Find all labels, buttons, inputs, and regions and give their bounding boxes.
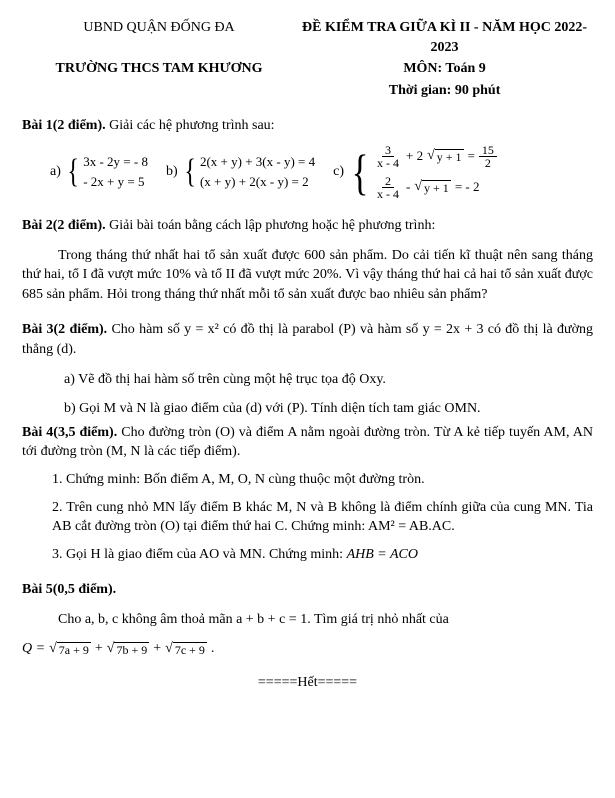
- bai3-a: a) Vẽ đồ thị hai hàm số trên cùng một hệ…: [22, 370, 593, 390]
- bai1-a: a) { 3x - 2y = - 8 - 2x + y = 5: [50, 153, 148, 191]
- bai5-lead: Cho a, b, c không âm thoả mãn a + b + c …: [22, 610, 593, 630]
- frac: 2 x - 4: [374, 175, 402, 200]
- bai1-b-eq1: 2(x + y) + 3(x - y) = 4: [200, 153, 315, 171]
- bai4-list: 1. Chứng minh: Bốn điểm A, M, O, N cùng …: [22, 470, 593, 564]
- bai2: Bài 2(2 điểm). Giải bài toán bằng cách l…: [22, 216, 593, 304]
- text: -: [406, 178, 410, 196]
- duration: Thời gian: 90 phút: [296, 81, 593, 101]
- bai1-a-eq2: - 2x + y = 5: [83, 173, 148, 191]
- bai2-title: Bài 2(2 điểm).: [22, 218, 106, 233]
- sqrt: √7a + 9: [49, 642, 91, 657]
- text: + 2: [406, 147, 423, 165]
- bai5-expr: Q = √7a + 9 + √7b + 9 + √7c + 9 .: [22, 639, 593, 659]
- radicand: y + 1: [435, 149, 464, 164]
- header-row-3: Thời gian: 90 phút: [22, 81, 593, 101]
- bai1-b: b) { 2(x + y) + 3(x - y) = 4 (x + y) + 2…: [166, 153, 315, 191]
- footer: =====Hết=====: [22, 673, 593, 693]
- radical-icon: √: [414, 180, 422, 194]
- header-row-2: TRƯỜNG THCS TAM KHƯƠNG MÔN: Toán 9: [22, 59, 593, 79]
- bai4-title: Bài 4(3,5 điểm).: [22, 425, 117, 440]
- bai1-c-system: 3 x - 4 + 2 √y + 1 = 15 2 2 x - 4: [374, 144, 497, 200]
- bai5-q: Q =: [22, 639, 45, 659]
- bai1-a-label: a): [50, 162, 61, 182]
- text: =: [468, 147, 475, 165]
- radicand: 7a + 9: [57, 642, 91, 657]
- bai1-systems: a) { 3x - 2y = - 8 - 2x + y = 5 b) { 2(x…: [22, 144, 593, 200]
- bai4-i3-pre: 3. Gọi H là giao điểm của AO và MN. Chứn…: [52, 547, 347, 562]
- bai4-i1: 1. Chứng minh: Bốn điểm A, M, O, N cùng …: [52, 470, 593, 490]
- bai3-title: Bài 3(2 điểm).: [22, 322, 107, 337]
- bai2-prompt: Giải bài toán bằng cách lập phương hoặc …: [106, 218, 436, 233]
- bai4-i3: 3. Gọi H là giao điểm của AO và MN. Chứn…: [52, 545, 593, 565]
- bai1-a-eq1: 3x - 2y = - 8: [83, 153, 148, 171]
- bai3-heading: Bài 3(2 điểm). Cho hàm số y = x² có đồ t…: [22, 320, 593, 359]
- bai2-heading: Bài 2(2 điểm). Giải bài toán bằng cách l…: [22, 216, 593, 236]
- sqrt: √y + 1: [414, 180, 450, 195]
- bai1-b-system: 2(x + y) + 3(x - y) = 4 (x + y) + 2(x - …: [200, 153, 315, 191]
- bai1-title: Bài 1(2 điểm).: [22, 118, 106, 133]
- bai1: Bài 1(2 điểm). Giải các hệ phương trình …: [22, 116, 593, 200]
- bai1-c-row2: 2 x - 4 - √y + 1 = - 2: [374, 175, 497, 200]
- brace-icon: {: [184, 162, 195, 182]
- subject: MÔN: Toán 9: [296, 59, 593, 79]
- bai3-lead: Cho hàm số y = x² có đồ thị là parabol (…: [22, 322, 593, 357]
- bai1-a-system: 3x - 2y = - 8 - 2x + y = 5: [83, 153, 148, 191]
- bai4-i2: 2. Trên cung nhỏ MN lấy điểm B khác M, N…: [52, 498, 593, 537]
- sqrt: √7b + 9: [107, 642, 149, 657]
- bai1-b-label: b): [166, 162, 178, 182]
- school: TRƯỜNG THCS TAM KHƯƠNG: [22, 59, 296, 79]
- spacer: [22, 81, 296, 101]
- bai5-title: Bài 5(0,5 điểm).: [22, 580, 593, 600]
- bai1-c-label: c): [333, 162, 344, 182]
- bai4: Bài 4(3,5 điểm). Cho đường tròn (O) và đ…: [22, 423, 593, 565]
- bai3: Bài 3(2 điểm). Cho hàm số y = x² có đồ t…: [22, 320, 593, 418]
- bai4-i3-angles: AHB = ACO: [347, 547, 418, 562]
- bai1-c: c) { 3 x - 4 + 2 √y + 1 = 15 2: [333, 144, 497, 200]
- text: +: [95, 639, 103, 659]
- district: UBND QUẬN ĐỐNG ĐA: [22, 18, 296, 57]
- text: = - 2: [455, 178, 480, 196]
- den: x - 4: [374, 157, 402, 169]
- bai1-heading: Bài 1(2 điểm). Giải các hệ phương trình …: [22, 116, 593, 136]
- radicand: 7b + 9: [114, 642, 149, 657]
- radicand: y + 1: [422, 180, 451, 195]
- bai4-heading: Bài 4(3,5 điểm). Cho đường tròn (O) và đ…: [22, 423, 593, 462]
- radical-icon: √: [427, 149, 435, 163]
- sqrt: √7c + 9: [165, 642, 207, 657]
- bai1-b-eq2: (x + y) + 2(x - y) = 2: [200, 173, 315, 191]
- text: +: [153, 639, 161, 659]
- bai1-prompt: Giải các hệ phương trình sau:: [106, 118, 275, 133]
- text: .: [211, 639, 215, 659]
- radicand: 7c + 9: [173, 642, 207, 657]
- exam-title: ĐỀ KIỂM TRA GIỮA KÌ II - NĂM HỌC 2022-20…: [296, 18, 593, 57]
- frac: 15 2: [479, 144, 497, 169]
- radical-icon: √: [49, 642, 57, 656]
- header-row-1: UBND QUẬN ĐỐNG ĐA ĐỀ KIỂM TRA GIỮA KÌ II…: [22, 18, 593, 57]
- den: 2: [482, 157, 494, 169]
- brace-icon: {: [352, 157, 369, 187]
- radical-icon: √: [165, 642, 173, 656]
- bai5: Bài 5(0,5 điểm). Cho a, b, c không âm th…: [22, 580, 593, 659]
- bai3-b: b) Gọi M và N là giao điểm của (d) với (…: [22, 399, 593, 419]
- brace-icon: {: [67, 162, 78, 182]
- radical-icon: √: [107, 642, 115, 656]
- frac: 3 x - 4: [374, 144, 402, 169]
- bai1-c-row1: 3 x - 4 + 2 √y + 1 = 15 2: [374, 144, 497, 169]
- bai2-body: Trong tháng thứ nhất hai tổ sản xuất đượ…: [22, 246, 593, 305]
- den: x - 4: [374, 188, 402, 200]
- sqrt: √y + 1: [427, 149, 463, 164]
